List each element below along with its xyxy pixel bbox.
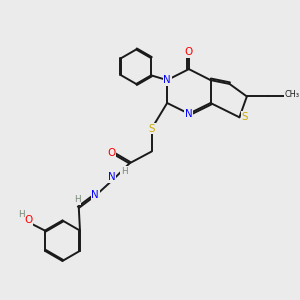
Text: H: H [121,167,127,176]
Text: S: S [148,124,155,134]
Text: N: N [163,75,171,85]
Text: N: N [92,190,99,200]
Text: N: N [108,172,115,182]
Text: O: O [24,215,32,226]
Text: N: N [185,109,193,119]
Text: H: H [74,195,81,204]
Text: CH₃: CH₃ [285,91,300,100]
Text: S: S [242,112,248,122]
Text: H: H [18,210,25,219]
Text: O: O [185,47,193,57]
Text: O: O [107,148,116,158]
